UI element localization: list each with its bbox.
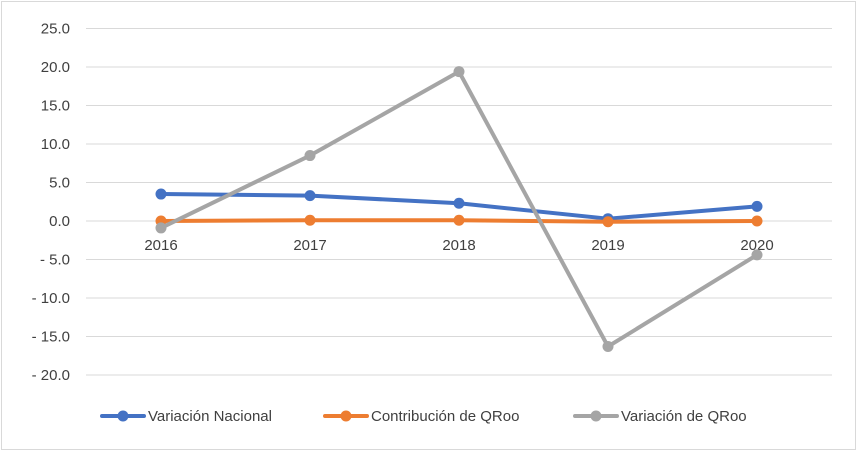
x-tick-label: 2020	[740, 237, 773, 254]
y-tick-label: - 10.0	[32, 290, 70, 307]
y-tick-label: 25.0	[41, 21, 70, 38]
series-line	[159, 69, 759, 349]
y-tick-label: - 20.0	[32, 367, 70, 384]
legend-label: Contribución de QRoo	[371, 408, 519, 425]
x-axis-tick-labels: 2016 2017 2018 2019 2020	[144, 237, 773, 254]
x-tick-label: 2016	[144, 237, 177, 254]
legend-marker	[340, 410, 352, 422]
y-tick-label: 15.0	[41, 98, 70, 115]
y-tick-label: - 15.0	[32, 329, 70, 346]
data-point	[453, 197, 465, 209]
series-lines	[155, 66, 763, 353]
legend-label: Variación Nacional	[148, 408, 272, 425]
data-point	[155, 188, 167, 200]
y-tick-label: - 5.0	[40, 252, 70, 269]
data-point	[602, 216, 614, 228]
data-point	[751, 249, 763, 261]
x-tick-label: 2017	[293, 237, 326, 254]
y-tick-label: 10.0	[41, 136, 70, 153]
data-point	[304, 214, 316, 226]
legend-marker	[590, 410, 602, 422]
x-tick-label: 2019	[591, 237, 624, 254]
data-point	[304, 150, 316, 162]
y-tick-label: 20.0	[41, 59, 70, 76]
data-point	[453, 214, 465, 226]
y-tick-label: 5.0	[49, 175, 70, 192]
data-point	[751, 215, 763, 227]
data-point	[602, 341, 614, 353]
legend-label: Variación de QRoo	[621, 408, 747, 425]
x-tick-label: 2018	[442, 237, 475, 254]
y-tick-label: 0.0	[49, 213, 70, 230]
y-axis-tick-labels: 25.0 20.0 15.0 10.0 5.0 0.0 - 5.0 - 10.0 - 15.0 -…	[32, 21, 70, 385]
legend-marker	[117, 410, 129, 422]
data-point	[304, 190, 316, 202]
data-point	[453, 66, 465, 78]
data-point	[155, 222, 167, 234]
legend: Variación Nacional Contribución de QRoo Va…	[100, 408, 747, 425]
data-point	[751, 200, 763, 212]
